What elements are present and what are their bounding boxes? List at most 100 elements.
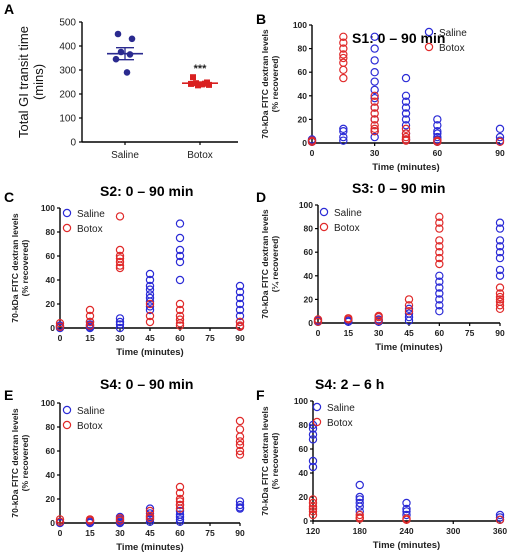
point-botox-D xyxy=(344,314,353,323)
legend-marker-saline-B xyxy=(424,27,434,37)
x-tick-label-C: 30 xyxy=(115,333,125,343)
point-saline-E xyxy=(145,517,155,527)
point-botox-C xyxy=(145,299,155,309)
point-botox-F xyxy=(308,504,318,514)
point-botox-F xyxy=(402,514,411,523)
panel-label-F: F xyxy=(256,387,265,403)
panel-label-C: C xyxy=(4,189,14,205)
point-saline-F xyxy=(355,498,364,508)
point-saline-C xyxy=(115,320,125,329)
point-botox-C xyxy=(115,261,125,270)
point-botox-E xyxy=(115,516,125,525)
point-botox-F xyxy=(308,510,318,520)
point-saline-B xyxy=(370,67,379,77)
point-saline-F xyxy=(355,480,364,490)
point-botox-D xyxy=(495,292,505,302)
point-botox-D xyxy=(495,304,505,314)
point-saline-C xyxy=(115,323,125,333)
x-tick-label-F: 360 xyxy=(493,526,507,536)
point-saline-B xyxy=(433,115,442,124)
y-tick-label-D: 100 xyxy=(299,200,313,210)
panel-title-C: S2: 0 – 90 min xyxy=(100,183,193,199)
point-botox-F xyxy=(495,515,505,525)
point-botox-D xyxy=(435,236,444,245)
point-saline-A xyxy=(126,51,134,58)
y-tick-label-E: 0 xyxy=(50,518,55,528)
point-botox-D xyxy=(374,311,383,321)
point-saline-D xyxy=(495,247,505,257)
point-saline-C xyxy=(235,311,245,321)
point-saline-E xyxy=(175,512,185,522)
point-saline-B xyxy=(401,97,411,106)
point-botox-B xyxy=(339,58,348,67)
point-saline-F xyxy=(355,492,364,502)
point-botox-E xyxy=(115,514,125,523)
point-saline-F xyxy=(402,504,411,514)
point-saline-F xyxy=(308,456,318,466)
point-saline-E xyxy=(175,506,185,516)
point-saline-D xyxy=(404,309,414,318)
x-tick-label-B: 60 xyxy=(433,148,443,158)
point-botox-B xyxy=(370,109,379,118)
point-saline-D xyxy=(404,304,414,314)
point-botox-A xyxy=(199,81,205,88)
point-saline-B xyxy=(495,132,505,142)
x-tick-label-E: 60 xyxy=(175,528,185,538)
point-botox-C xyxy=(55,322,65,331)
point-botox-D xyxy=(495,283,505,292)
point-botox-B xyxy=(307,136,317,145)
point-botox-B xyxy=(339,65,348,75)
point-saline-B xyxy=(370,93,379,103)
legend-label-saline-F: Saline xyxy=(327,403,355,414)
point-saline-F xyxy=(308,430,318,439)
point-saline-F xyxy=(355,502,364,511)
point-saline-B xyxy=(433,132,442,142)
y-tick-label-D: 60 xyxy=(304,247,314,257)
y-axis-title-C: 70-kDa FITC dextran levels xyxy=(10,213,20,323)
y-axis-subtitle-B: (% recovered) xyxy=(270,55,280,112)
y-tick-label-B: 20 xyxy=(298,114,308,124)
point-saline-C xyxy=(145,305,155,315)
y-tick-label-B: 60 xyxy=(298,67,308,77)
x-tick-label-B: 90 xyxy=(495,148,505,158)
point-botox-B xyxy=(339,50,348,59)
panel-label-A: A xyxy=(4,1,14,17)
point-saline-F xyxy=(495,513,505,522)
point-saline-E xyxy=(175,515,185,524)
legend-label-saline-B: Saline xyxy=(439,28,467,39)
point-saline-D xyxy=(495,253,505,263)
point-botox-B xyxy=(339,53,348,63)
point-saline-C xyxy=(145,302,155,311)
y-tick-label-D: 20 xyxy=(304,294,314,304)
legend-marker-botox-C xyxy=(62,223,72,233)
point-botox-D xyxy=(404,307,414,316)
point-botox-E xyxy=(175,500,185,510)
point-saline-B xyxy=(370,56,379,65)
point-botox-B xyxy=(370,115,379,124)
x-tick-label-E: 0 xyxy=(58,528,63,538)
point-botox-C xyxy=(115,257,125,267)
x-tick-label-C: 45 xyxy=(145,333,155,343)
point-botox-B xyxy=(495,137,505,147)
x-axis-title-D: Time (minutes) xyxy=(375,342,442,353)
y-tick-label-A: 300 xyxy=(59,66,76,77)
y-tick-label-F: 100 xyxy=(294,396,308,406)
point-botox-E xyxy=(55,517,65,527)
point-saline-B xyxy=(401,91,411,101)
x-tick-label-C: 75 xyxy=(205,333,215,343)
point-botox-A xyxy=(206,81,212,88)
x-tick-label-D: 90 xyxy=(495,328,505,338)
point-saline-F xyxy=(308,424,318,433)
point-botox-C xyxy=(85,317,95,327)
point-saline-F xyxy=(402,498,411,508)
point-botox-D xyxy=(404,301,414,310)
y-axis-title-D: 70-kDa FITC dextran levels xyxy=(260,209,270,319)
y-tick-label-A: 0 xyxy=(70,138,76,149)
significance-stars-A: *** xyxy=(194,63,208,75)
point-botox-D xyxy=(435,212,444,221)
point-botox-C xyxy=(175,305,185,315)
point-saline-C xyxy=(115,317,125,327)
point-botox-C xyxy=(175,299,185,309)
x-axis-title-B: Time (minutes) xyxy=(372,162,439,173)
point-saline-D xyxy=(495,224,505,233)
